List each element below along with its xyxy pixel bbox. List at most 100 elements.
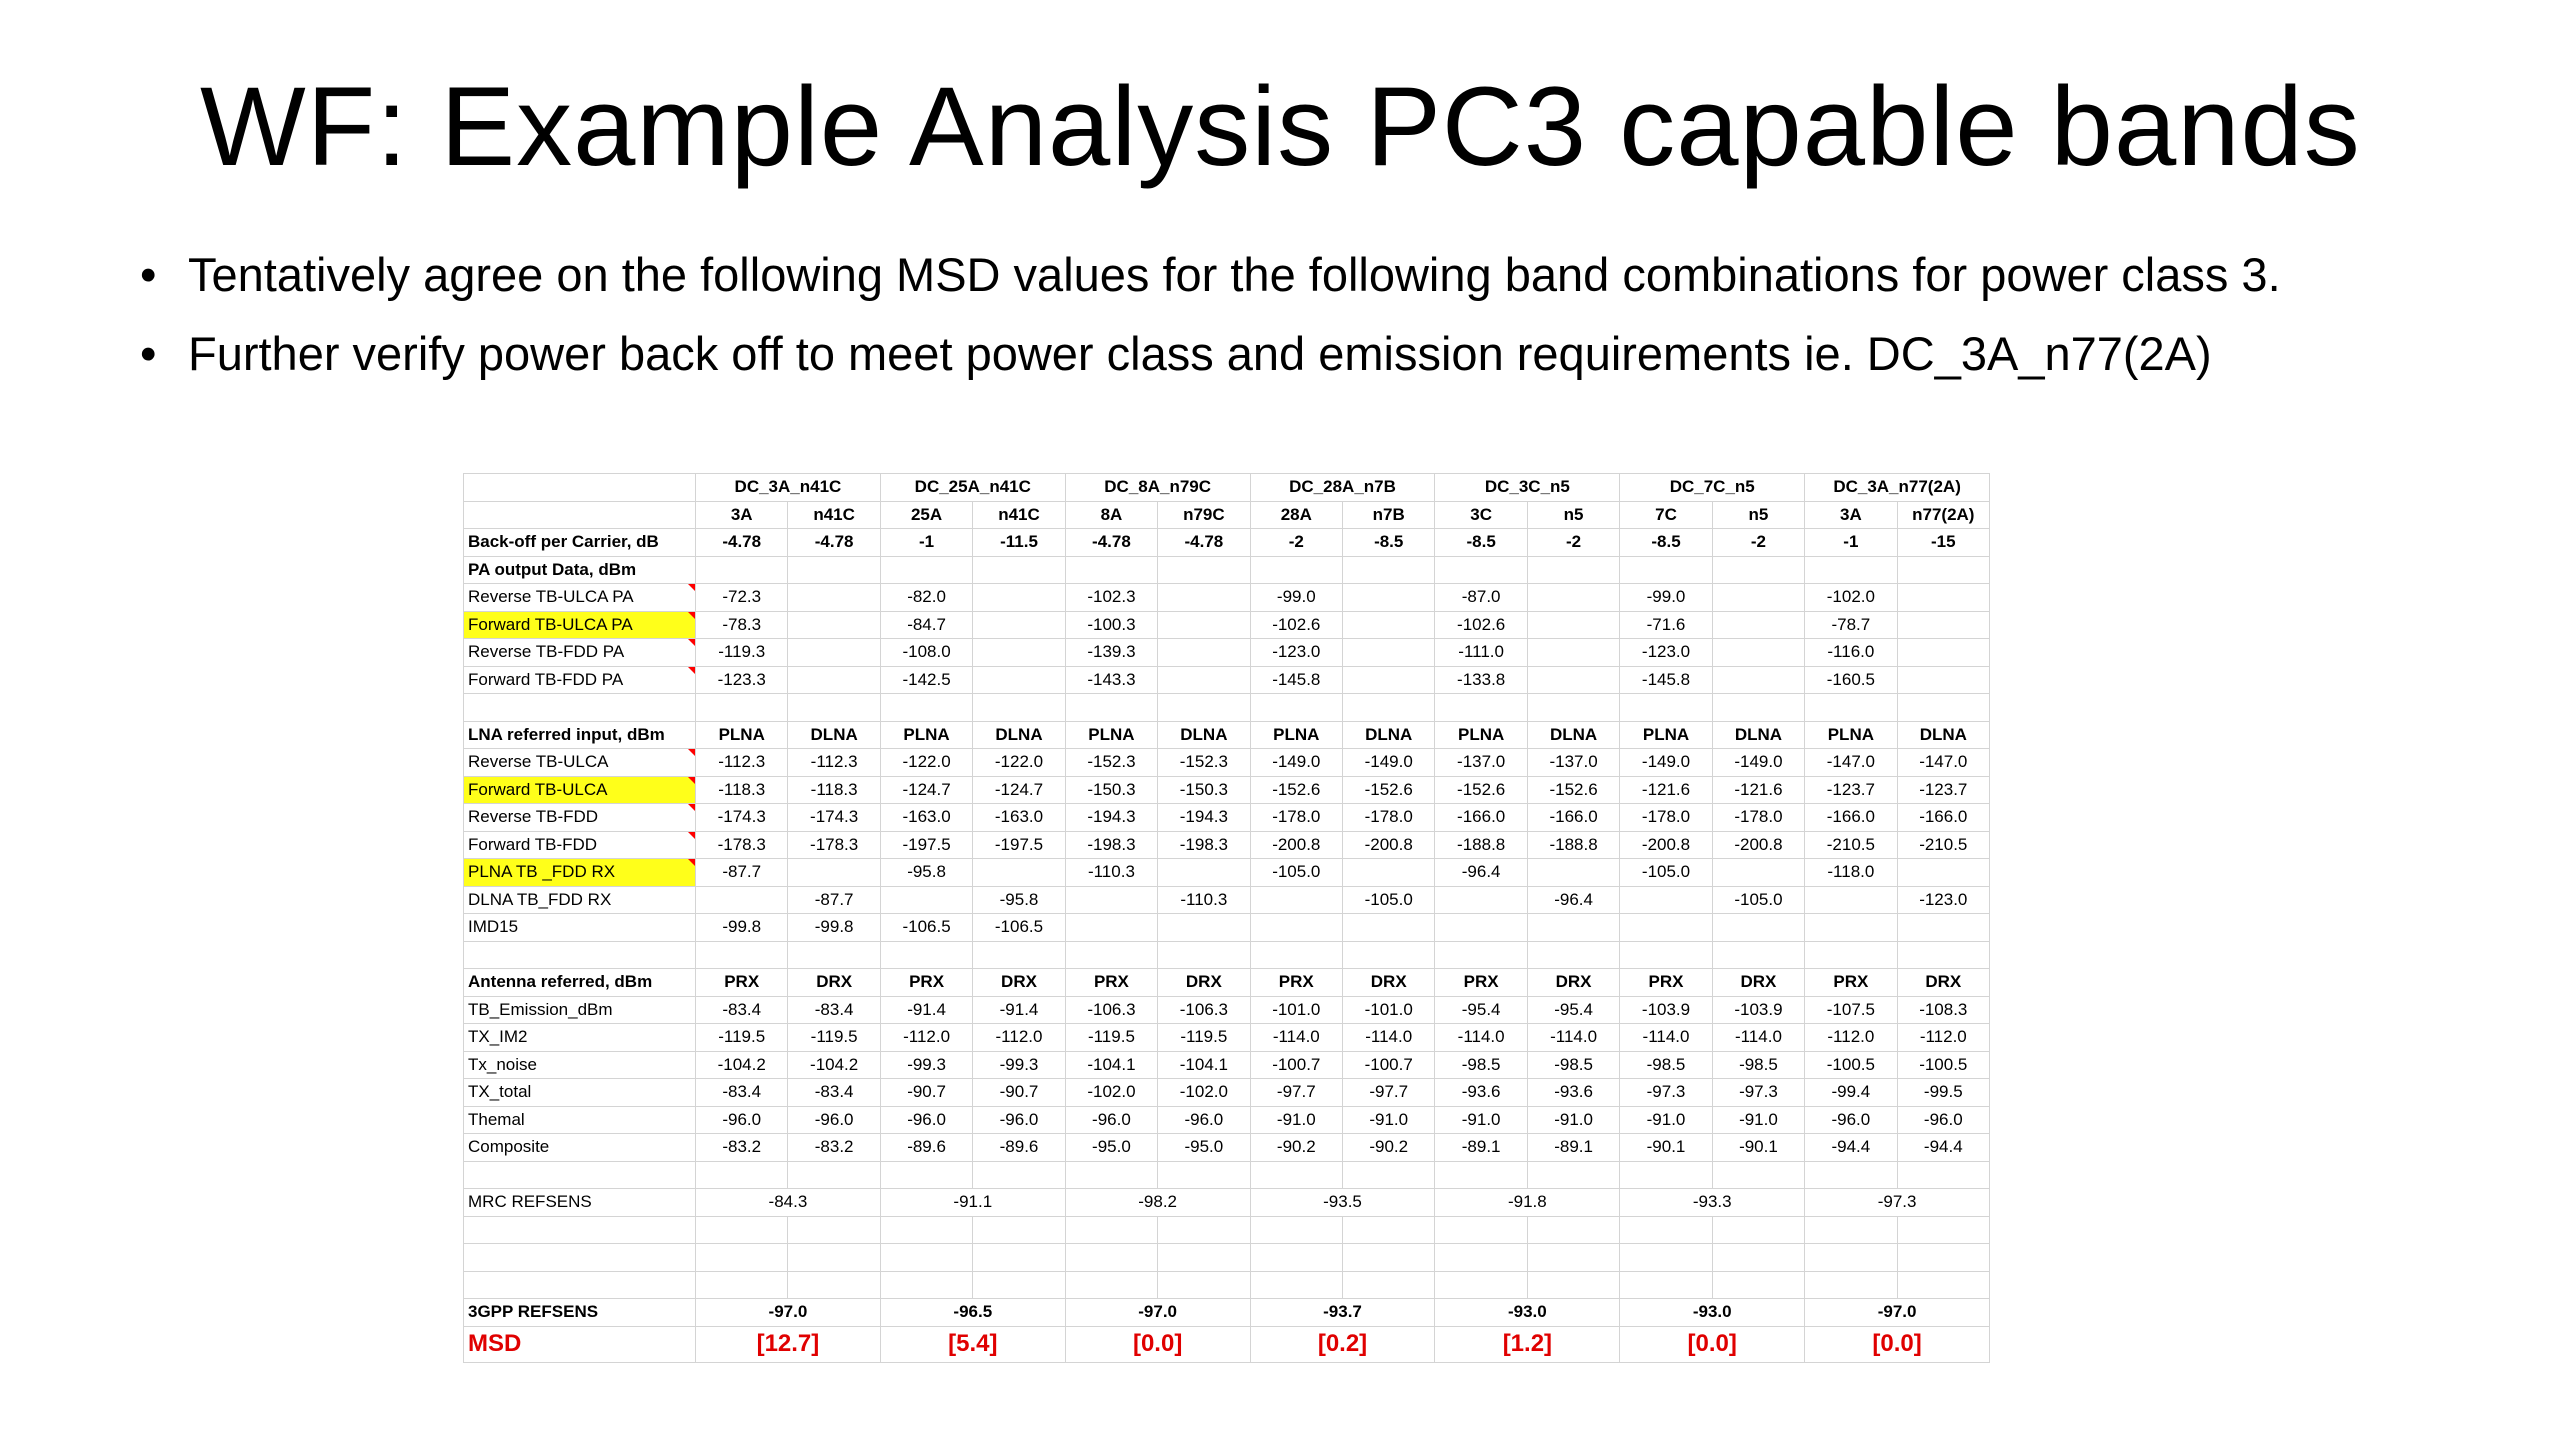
table-cell: -178.3 [787, 830, 881, 859]
table-cell: -118.3 [787, 775, 881, 804]
empty-cell [1157, 1243, 1251, 1272]
row-label: Forward TB-ULCA PA [463, 610, 696, 639]
table-cell: -8.5 [1341, 528, 1436, 557]
empty-cell [694, 1243, 789, 1272]
table-cell: -112.3 [694, 748, 789, 777]
table-cell: -152.6 [1434, 775, 1528, 804]
table-cell: -90.2 [1341, 1133, 1436, 1162]
table-cell: -152.3 [1064, 748, 1159, 777]
table-cell: -210.5 [1896, 830, 1991, 859]
table-cell: -89.6 [879, 1133, 974, 1162]
empty-cell [1249, 1215, 1344, 1244]
table-cell [1434, 940, 1528, 969]
table-cell: -198.3 [1157, 830, 1251, 859]
table-cell [1434, 913, 1528, 942]
table-cell: -97.3 [1711, 1078, 1806, 1107]
table-cell [1711, 940, 1806, 969]
corner-cell [463, 473, 696, 502]
table-cell: -99.8 [694, 913, 789, 942]
table-cell: -95.4 [1434, 995, 1528, 1024]
table-cell: DRX [972, 968, 1066, 997]
table-cell: -91.0 [1526, 1105, 1621, 1134]
table-cell: -119.5 [1157, 1023, 1251, 1052]
table-cell: -98.5 [1711, 1050, 1806, 1079]
table-row: PLNA TB _FDD RX -87.7 -95.8 -110.3 -105.0 -96… [463, 858, 1991, 887]
table-cell: -99.0 [1249, 583, 1344, 612]
table-cell: -1 [879, 528, 974, 557]
table-cell: DLNA [1711, 720, 1806, 749]
table-cell: -198.3 [1064, 830, 1159, 859]
table-cell: -114.0 [1619, 1023, 1713, 1052]
table-cell [1619, 940, 1713, 969]
empty-cell [787, 1243, 881, 1272]
row-label [463, 693, 696, 722]
row-label: Antenna referred, dBm [463, 968, 696, 997]
table-cell: -87.0 [1434, 583, 1528, 612]
empty-cell [1896, 1270, 1991, 1299]
refsens-row: 3GPP REFSENS -97.0 -96.5 -97.0 -93.7 -93.0 -93… [463, 1298, 1991, 1327]
table-cell: -11.5 [972, 528, 1066, 557]
table-cell [1064, 940, 1159, 969]
table-cell: -2 [1249, 528, 1344, 557]
table-cell: PLNA [1249, 720, 1344, 749]
band-header: n5 [1711, 500, 1806, 529]
table-cell: -94.4 [1804, 1133, 1898, 1162]
table-cell: -178.0 [1341, 803, 1436, 832]
table-cell [1526, 693, 1621, 722]
table-cell [879, 1160, 974, 1189]
row-label: Forward TB-FDD PA [463, 665, 696, 694]
table-cell: -83.4 [694, 1078, 789, 1107]
combo-header: DC_25A_n41C [879, 473, 1066, 502]
table-cell [1619, 1160, 1713, 1189]
table-cell: -103.9 [1619, 995, 1713, 1024]
table-cell [1896, 1160, 1991, 1189]
table-cell [1804, 913, 1898, 942]
table-cell [1157, 665, 1251, 694]
refsens-value: -97.0 [1804, 1298, 1991, 1327]
table-cell: -123.3 [694, 665, 789, 694]
table-cell: -106.3 [1157, 995, 1251, 1024]
table-cell: -95.4 [1526, 995, 1621, 1024]
table-cell: -96.0 [1157, 1105, 1251, 1134]
empty-cell [1341, 1243, 1436, 1272]
table-cell: -91.4 [972, 995, 1066, 1024]
empty-cell [1434, 1270, 1528, 1299]
row-label: Forward TB-ULCA [463, 775, 696, 804]
band-header: 7C [1619, 500, 1713, 529]
table-cell: -104.1 [1157, 1050, 1251, 1079]
table-cell [1157, 1160, 1251, 1189]
table-cell [879, 885, 974, 914]
msd-value: [0.0] [1804, 1325, 1991, 1363]
table-cell [972, 583, 1066, 612]
table-cell: -8.5 [1619, 528, 1713, 557]
table-cell: -98.5 [1434, 1050, 1528, 1079]
table-cell: -87.7 [694, 858, 789, 887]
table-cell: -83.2 [787, 1133, 881, 1162]
table-cell: -149.0 [1249, 748, 1344, 777]
table-cell: -163.0 [879, 803, 974, 832]
table-cell: -114.0 [1711, 1023, 1806, 1052]
table-cell: -4.78 [787, 528, 881, 557]
table-row: LNA referred input, dBm PLNA DLNA PLNA DLNA P… [463, 720, 1991, 749]
band-header: n7B [1341, 500, 1436, 529]
table-row: TX_total -83.4 -83.4 -90.7 -90.7 -102.0 -102.0… [463, 1078, 1991, 1107]
table-row: IMD15 -99.8 -99.8 -106.5 -106.5 [463, 913, 1991, 942]
table-cell: -100.3 [1064, 610, 1159, 639]
table-cell: -106.3 [1064, 995, 1159, 1024]
msd-row: MSD [12.7] [5.4] [0.0] [0.2] [1.2] [0.0] [0.0] [463, 1325, 1991, 1363]
table-cell [972, 638, 1066, 667]
table-cell [1341, 858, 1436, 887]
table-cell: -89.6 [972, 1133, 1066, 1162]
table-cell [694, 940, 789, 969]
table-cell: -114.0 [1434, 1023, 1528, 1052]
empty-cell [1157, 1215, 1251, 1244]
row-label: IMD15 [463, 913, 696, 942]
empty-cell [787, 1215, 881, 1244]
table-cell [1804, 885, 1898, 914]
table-cell: DRX [1157, 968, 1251, 997]
table-cell [1157, 913, 1251, 942]
table-cell: -166.0 [1526, 803, 1621, 832]
table-cell: -166.0 [1896, 803, 1991, 832]
bullet-item: Tentatively agree on the following MSD v… [140, 235, 2281, 314]
table-cell: -166.0 [1804, 803, 1898, 832]
